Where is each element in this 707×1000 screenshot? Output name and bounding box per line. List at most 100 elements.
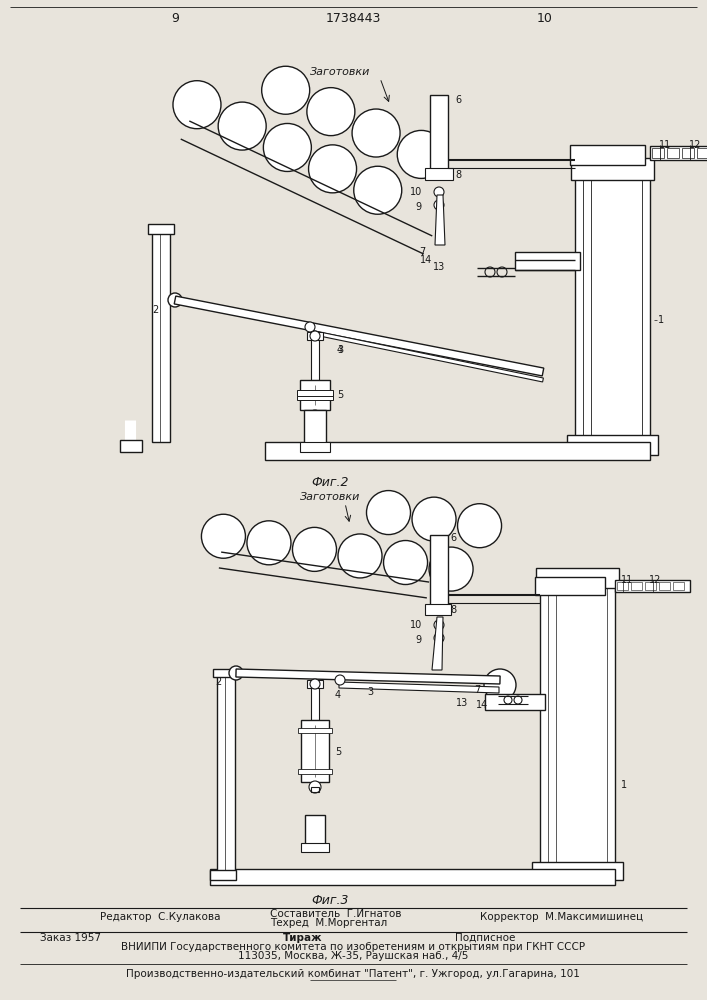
Text: 11: 11	[659, 140, 671, 150]
Bar	[697, 148, 707, 158]
Text: 4: 4	[337, 345, 343, 355]
Text: Фиг.2: Фиг.2	[311, 476, 349, 488]
Bar	[300, 380, 330, 410]
Text: 9: 9	[416, 635, 422, 645]
Polygon shape	[339, 682, 499, 693]
Text: 14: 14	[476, 700, 488, 710]
Text: 12: 12	[689, 140, 701, 150]
Bar	[311, 680, 319, 720]
Text: 3: 3	[337, 345, 343, 355]
Bar	[645, 582, 656, 590]
Circle shape	[354, 166, 402, 214]
Bar	[298, 728, 332, 733]
Bar	[298, 769, 332, 774]
Text: 2: 2	[215, 677, 221, 687]
Bar	[571, 158, 654, 180]
Circle shape	[383, 541, 428, 585]
Circle shape	[307, 88, 355, 136]
Text: 3: 3	[367, 687, 373, 697]
Circle shape	[412, 497, 456, 541]
Circle shape	[484, 669, 516, 701]
Bar	[430, 535, 448, 605]
Text: 6: 6	[450, 533, 456, 543]
Polygon shape	[435, 195, 445, 245]
Bar	[307, 680, 323, 688]
Polygon shape	[236, 669, 500, 684]
Bar	[311, 787, 319, 792]
Bar	[667, 148, 679, 158]
Text: 7: 7	[474, 685, 480, 695]
Text: ВНИИПИ Государственного комитета по изобретениям и открытиям при ГКНТ СССР: ВНИИПИ Государственного комитета по изоб…	[121, 942, 585, 952]
Bar	[300, 442, 330, 452]
Circle shape	[434, 187, 444, 197]
Text: 5: 5	[335, 747, 341, 757]
Bar	[673, 582, 684, 590]
Bar	[265, 442, 650, 460]
Bar	[617, 582, 628, 590]
Polygon shape	[432, 617, 443, 670]
Bar	[425, 604, 451, 615]
Bar	[682, 148, 694, 158]
Circle shape	[173, 81, 221, 129]
Bar	[430, 95, 448, 170]
Circle shape	[366, 491, 411, 535]
Text: 13: 13	[433, 262, 445, 272]
Circle shape	[308, 145, 356, 193]
Circle shape	[201, 514, 245, 558]
Circle shape	[218, 102, 266, 150]
Bar	[210, 870, 236, 880]
Text: Редактор  С.Кулакова: Редактор С.Кулакова	[100, 912, 221, 922]
Text: 10: 10	[537, 11, 553, 24]
Polygon shape	[310, 330, 544, 382]
Bar	[301, 720, 329, 782]
Text: 10: 10	[410, 187, 422, 197]
Polygon shape	[174, 296, 544, 376]
Circle shape	[262, 66, 310, 114]
Text: 8: 8	[450, 605, 456, 615]
Text: 13: 13	[456, 698, 468, 708]
Bar	[535, 577, 605, 595]
Circle shape	[309, 781, 321, 793]
Bar	[297, 394, 333, 400]
Circle shape	[397, 130, 445, 178]
Text: 12: 12	[649, 575, 661, 585]
Text: Подписное: Подписное	[455, 933, 515, 943]
Bar	[536, 568, 619, 588]
Circle shape	[338, 534, 382, 578]
Text: 11: 11	[621, 575, 633, 585]
Bar	[659, 582, 670, 590]
Circle shape	[310, 679, 320, 689]
Text: 8: 8	[455, 170, 461, 180]
Text: 10: 10	[410, 620, 422, 630]
Bar	[311, 332, 319, 380]
Bar	[540, 570, 615, 880]
Circle shape	[434, 633, 444, 643]
Bar	[304, 410, 326, 444]
Bar	[297, 390, 333, 396]
Bar	[425, 168, 453, 180]
Text: 2: 2	[152, 305, 158, 315]
Bar	[301, 843, 329, 852]
Bar	[515, 252, 580, 270]
Text: 5: 5	[337, 390, 344, 400]
Text: 9: 9	[171, 11, 179, 24]
Bar	[575, 160, 650, 455]
Text: Заготовки: Заготовки	[300, 492, 360, 502]
Circle shape	[229, 666, 243, 680]
Circle shape	[293, 527, 337, 571]
Text: 1: 1	[658, 315, 664, 325]
Bar	[152, 232, 170, 442]
Bar	[120, 440, 142, 452]
Bar	[217, 675, 235, 875]
Text: Корректор  М.Максимишинец: Корректор М.Максимишинец	[480, 912, 643, 922]
Text: Производственно-издательский комбинат "Патент", г. Ужгород, ул.Гагарина, 101: Производственно-издательский комбинат "П…	[126, 969, 580, 979]
Bar	[213, 669, 239, 677]
Circle shape	[434, 200, 444, 210]
Text: 1: 1	[621, 780, 627, 790]
Text: 9: 9	[416, 202, 422, 212]
Circle shape	[305, 322, 315, 332]
Text: 14: 14	[420, 255, 432, 265]
Text: Тираж: Тираж	[283, 933, 322, 943]
Text: 6: 6	[455, 95, 461, 105]
Bar	[567, 435, 658, 455]
